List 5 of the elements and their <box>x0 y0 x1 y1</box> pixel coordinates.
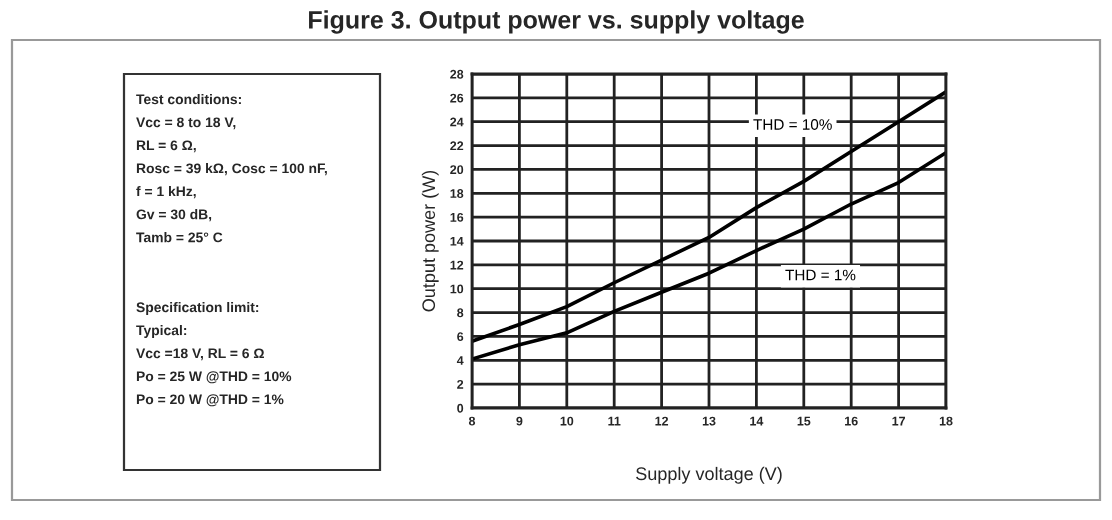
x-axis-title: Supply voltage (V) <box>636 466 782 484</box>
y-axis-title: Output power (W) <box>421 170 439 312</box>
line-series <box>472 150 946 361</box>
line-series <box>472 90 946 344</box>
chart-title: Figure 3. Output power vs. supply voltage <box>309 10 804 34</box>
